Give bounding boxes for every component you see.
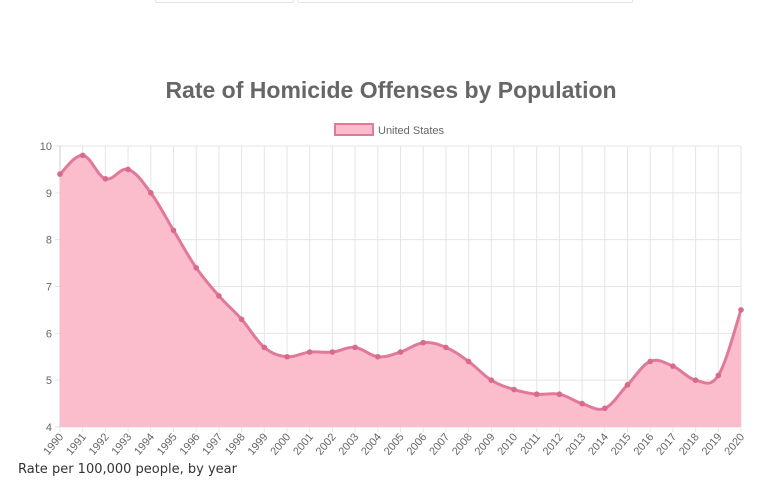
x-tick-label: 2012 bbox=[541, 431, 566, 457]
x-tick-label: 2005 bbox=[382, 431, 407, 457]
data-point bbox=[602, 405, 608, 412]
data-point bbox=[624, 382, 631, 388]
x-tick-label: 1996 bbox=[178, 431, 203, 457]
data-point bbox=[670, 363, 676, 369]
data-point bbox=[556, 391, 563, 398]
data-point bbox=[443, 344, 449, 351]
data-point bbox=[329, 349, 336, 355]
x-tick-label: 2008 bbox=[450, 431, 475, 457]
x-tick-label: 1998 bbox=[223, 431, 248, 457]
x-tick-label: 2007 bbox=[427, 431, 452, 457]
x-tick-label: 2020 bbox=[722, 431, 747, 457]
x-tick-label: 2017 bbox=[654, 431, 679, 457]
data-point bbox=[533, 391, 540, 398]
x-tick-label: 1995 bbox=[155, 431, 180, 457]
data-point bbox=[738, 307, 744, 313]
x-tick-label: 2003 bbox=[336, 431, 361, 457]
data-point bbox=[511, 386, 517, 393]
x-tick-label: 1999 bbox=[246, 431, 271, 457]
data-point bbox=[579, 400, 585, 407]
plot-area bbox=[57, 152, 744, 427]
chart-title: Rate of Homicide Offenses by Population bbox=[165, 77, 616, 103]
x-axis-ticks: 1990199119921993199419951996199719981999… bbox=[41, 431, 747, 457]
data-point bbox=[57, 171, 63, 177]
chart-caption: Rate per 100,000 people, by year bbox=[18, 462, 237, 477]
x-tick-label: 2019 bbox=[700, 431, 725, 457]
x-tick-label: 2006 bbox=[405, 431, 430, 457]
y-tick-label: 7 bbox=[46, 282, 52, 294]
y-tick-label: 5 bbox=[46, 375, 52, 387]
x-tick-label: 2001 bbox=[291, 431, 316, 457]
data-point bbox=[306, 349, 313, 355]
y-tick-label: 9 bbox=[46, 188, 52, 200]
x-tick-label: 2002 bbox=[314, 431, 339, 457]
data-point bbox=[261, 344, 268, 351]
x-tick-label: 1991 bbox=[64, 431, 89, 457]
data-point bbox=[148, 190, 154, 196]
y-tick-label: 4 bbox=[46, 422, 52, 434]
y-tick-label: 10 bbox=[40, 141, 52, 153]
data-point bbox=[284, 353, 290, 360]
x-tick-label: 1997 bbox=[200, 431, 225, 457]
x-tick-label: 2016 bbox=[632, 431, 657, 457]
x-tick-label: 2011 bbox=[519, 431, 543, 457]
data-point bbox=[238, 316, 245, 323]
data-point bbox=[170, 227, 177, 234]
x-tick-label: 2015 bbox=[609, 431, 634, 457]
data-point bbox=[375, 353, 381, 360]
x-tick-label: 2018 bbox=[677, 431, 702, 457]
data-point bbox=[397, 349, 404, 355]
x-tick-label: 1992 bbox=[87, 431, 112, 457]
area-fill bbox=[60, 155, 741, 427]
legend-label: United States bbox=[378, 125, 445, 137]
data-point bbox=[193, 264, 199, 271]
x-tick-label: 1994 bbox=[132, 431, 157, 457]
x-tick-label: 2013 bbox=[563, 431, 588, 457]
data-point bbox=[125, 166, 131, 173]
homicide-rate-chart: Rate of Homicide Offenses by Population … bbox=[40, 77, 748, 458]
data-point bbox=[102, 175, 109, 182]
data-point bbox=[692, 377, 699, 383]
data-point bbox=[352, 344, 358, 351]
x-tick-label: 2010 bbox=[495, 431, 520, 457]
legend-swatch bbox=[334, 123, 374, 136]
legend[interactable]: United States bbox=[334, 123, 445, 137]
data-point bbox=[647, 358, 653, 365]
data-point bbox=[488, 377, 495, 383]
data-point bbox=[216, 293, 222, 299]
x-tick-label: 2004 bbox=[359, 431, 384, 457]
x-tick-label: 2009 bbox=[473, 431, 498, 457]
x-tick-label: 2000 bbox=[268, 431, 293, 457]
y-tick-label: 8 bbox=[46, 235, 52, 247]
top-tab-left[interactable] bbox=[155, 0, 294, 3]
y-axis-ticks: 4 5 6 7 8 9 10 bbox=[40, 141, 52, 434]
x-tick-label: 2014 bbox=[586, 431, 611, 457]
data-point bbox=[420, 339, 427, 346]
data-point bbox=[79, 152, 86, 159]
data-point bbox=[715, 372, 722, 379]
x-tick-label: 1993 bbox=[109, 431, 134, 457]
y-tick-label: 6 bbox=[46, 328, 52, 340]
x-tick-label: 1990 bbox=[41, 431, 66, 457]
top-tab-right[interactable] bbox=[297, 0, 633, 3]
data-point bbox=[465, 358, 472, 365]
